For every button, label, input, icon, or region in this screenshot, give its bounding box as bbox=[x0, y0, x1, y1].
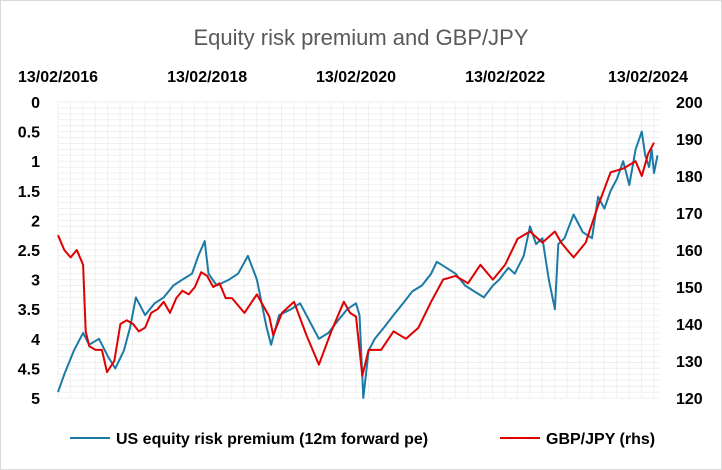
right-tick-label: 200 bbox=[676, 95, 703, 112]
left-tick-label: 1 bbox=[31, 154, 40, 171]
x-axis-ticks: 13/02/2016 13/02/2018 13/02/2020 13/02/2022… bbox=[18, 69, 688, 86]
left-tick-label: 1.5 bbox=[18, 184, 40, 201]
x-tick-label: 13/02/2018 bbox=[167, 69, 247, 86]
left-tick-label: 4 bbox=[31, 332, 40, 349]
left-tick-label: 0.5 bbox=[18, 125, 40, 142]
x-tick-label: 13/02/2024 bbox=[608, 69, 688, 86]
x-tick-label: 13/02/2022 bbox=[465, 69, 545, 86]
chart-title: Equity risk premium and GBP/JPY bbox=[193, 25, 528, 50]
gridlines bbox=[57, 101, 660, 399]
left-tick-label: 0 bbox=[31, 95, 40, 112]
series-lines bbox=[57, 130, 659, 399]
left-tick-label: 4.5 bbox=[18, 361, 40, 378]
series-line-gbpjpy bbox=[57, 142, 655, 377]
right-tick-label: 190 bbox=[676, 132, 703, 149]
x-tick-label: 13/02/2016 bbox=[18, 69, 98, 86]
legend-label-gbpjpy: GBP/JPY (rhs) bbox=[546, 431, 655, 448]
left-tick-label: 3 bbox=[31, 273, 40, 290]
legend: US equity risk premium (12m forward pe) … bbox=[70, 431, 655, 448]
right-tick-label: 130 bbox=[676, 354, 703, 371]
left-tick-label: 3.5 bbox=[18, 302, 40, 319]
left-axis-ticks: 0 0.5 1 1.5 2 2.5 3 3.5 4 4.5 5 bbox=[18, 95, 40, 408]
right-tick-label: 120 bbox=[676, 391, 703, 408]
series-line-erp bbox=[57, 130, 659, 399]
legend-label-erp: US equity risk premium (12m forward pe) bbox=[116, 431, 428, 448]
right-tick-label: 150 bbox=[676, 280, 703, 297]
right-tick-label: 140 bbox=[676, 317, 703, 334]
left-tick-label: 2 bbox=[31, 213, 40, 230]
left-tick-label: 2.5 bbox=[18, 243, 40, 260]
right-tick-label: 180 bbox=[676, 169, 703, 186]
right-tick-label: 170 bbox=[676, 206, 703, 223]
right-tick-label: 160 bbox=[676, 243, 703, 260]
left-tick-label: 5 bbox=[31, 391, 40, 408]
x-tick-label: 13/02/2020 bbox=[316, 69, 396, 86]
right-axis-ticks: 200 190 180 170 160 150 140 130 120 bbox=[676, 95, 703, 408]
